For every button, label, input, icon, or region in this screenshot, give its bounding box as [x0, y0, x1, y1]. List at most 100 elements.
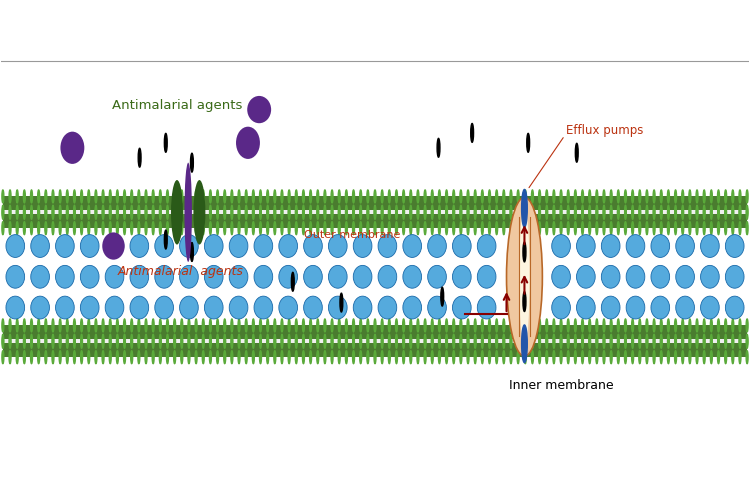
Circle shape	[267, 208, 268, 219]
Circle shape	[553, 334, 555, 345]
Circle shape	[439, 205, 440, 216]
Circle shape	[696, 337, 698, 348]
Circle shape	[224, 205, 226, 216]
Circle shape	[417, 190, 419, 203]
Circle shape	[224, 337, 226, 348]
Circle shape	[331, 222, 333, 235]
Circle shape	[317, 205, 319, 216]
Circle shape	[718, 208, 719, 219]
Circle shape	[23, 208, 26, 219]
Circle shape	[724, 337, 727, 348]
Circle shape	[417, 205, 419, 216]
Circle shape	[617, 190, 620, 203]
Circle shape	[110, 208, 111, 219]
Circle shape	[523, 242, 526, 262]
Circle shape	[467, 205, 469, 216]
Circle shape	[581, 222, 584, 235]
Ellipse shape	[205, 235, 223, 257]
Circle shape	[431, 337, 433, 348]
Circle shape	[238, 205, 240, 216]
Circle shape	[152, 351, 154, 364]
Circle shape	[281, 337, 283, 348]
Circle shape	[388, 190, 390, 203]
Circle shape	[653, 222, 655, 235]
Circle shape	[596, 351, 598, 364]
Circle shape	[190, 153, 194, 172]
Circle shape	[302, 222, 304, 235]
Circle shape	[596, 319, 598, 332]
Circle shape	[231, 319, 232, 332]
Circle shape	[45, 205, 46, 216]
Circle shape	[625, 208, 626, 219]
Circle shape	[195, 190, 197, 203]
Circle shape	[292, 272, 294, 291]
Circle shape	[696, 351, 698, 364]
Circle shape	[467, 334, 469, 345]
Circle shape	[53, 337, 54, 348]
Circle shape	[668, 190, 669, 203]
Ellipse shape	[506, 198, 542, 356]
Circle shape	[130, 205, 133, 216]
Circle shape	[45, 208, 46, 219]
Circle shape	[159, 351, 161, 364]
Circle shape	[53, 334, 54, 345]
Circle shape	[710, 351, 712, 364]
Circle shape	[38, 208, 40, 219]
Circle shape	[732, 351, 734, 364]
Circle shape	[446, 205, 448, 216]
Circle shape	[31, 222, 32, 235]
Circle shape	[496, 222, 497, 235]
Circle shape	[260, 319, 262, 332]
Ellipse shape	[154, 296, 173, 319]
Circle shape	[639, 222, 640, 235]
Circle shape	[124, 334, 125, 345]
Ellipse shape	[477, 235, 496, 257]
Circle shape	[467, 319, 469, 332]
Circle shape	[367, 351, 369, 364]
Circle shape	[138, 222, 140, 235]
Circle shape	[381, 205, 383, 216]
Circle shape	[181, 351, 183, 364]
Circle shape	[324, 190, 326, 203]
Circle shape	[67, 337, 68, 348]
Ellipse shape	[80, 235, 99, 257]
Ellipse shape	[6, 235, 25, 257]
Circle shape	[424, 337, 426, 348]
Circle shape	[166, 351, 169, 364]
Circle shape	[38, 190, 40, 203]
Circle shape	[231, 205, 232, 216]
Circle shape	[410, 334, 412, 345]
Circle shape	[159, 319, 161, 332]
Circle shape	[660, 190, 662, 203]
Circle shape	[675, 208, 676, 219]
Circle shape	[346, 205, 347, 216]
Circle shape	[16, 337, 18, 348]
Circle shape	[102, 337, 104, 348]
Circle shape	[296, 222, 297, 235]
Circle shape	[546, 205, 548, 216]
Circle shape	[31, 337, 32, 348]
Circle shape	[488, 351, 490, 364]
Circle shape	[582, 205, 584, 216]
Circle shape	[482, 351, 483, 364]
Circle shape	[460, 205, 462, 216]
Circle shape	[674, 222, 676, 235]
Circle shape	[224, 319, 226, 332]
Circle shape	[52, 222, 54, 235]
Circle shape	[52, 351, 54, 364]
Circle shape	[553, 205, 555, 216]
Circle shape	[732, 319, 734, 332]
Circle shape	[367, 205, 369, 216]
Circle shape	[610, 337, 612, 348]
Circle shape	[546, 334, 548, 345]
Circle shape	[675, 205, 676, 216]
Circle shape	[2, 222, 4, 235]
Circle shape	[331, 190, 333, 203]
Ellipse shape	[61, 132, 84, 164]
Ellipse shape	[353, 265, 372, 288]
Circle shape	[23, 205, 26, 216]
Circle shape	[146, 208, 147, 219]
Circle shape	[639, 351, 640, 364]
Circle shape	[74, 190, 76, 203]
Circle shape	[503, 208, 505, 219]
